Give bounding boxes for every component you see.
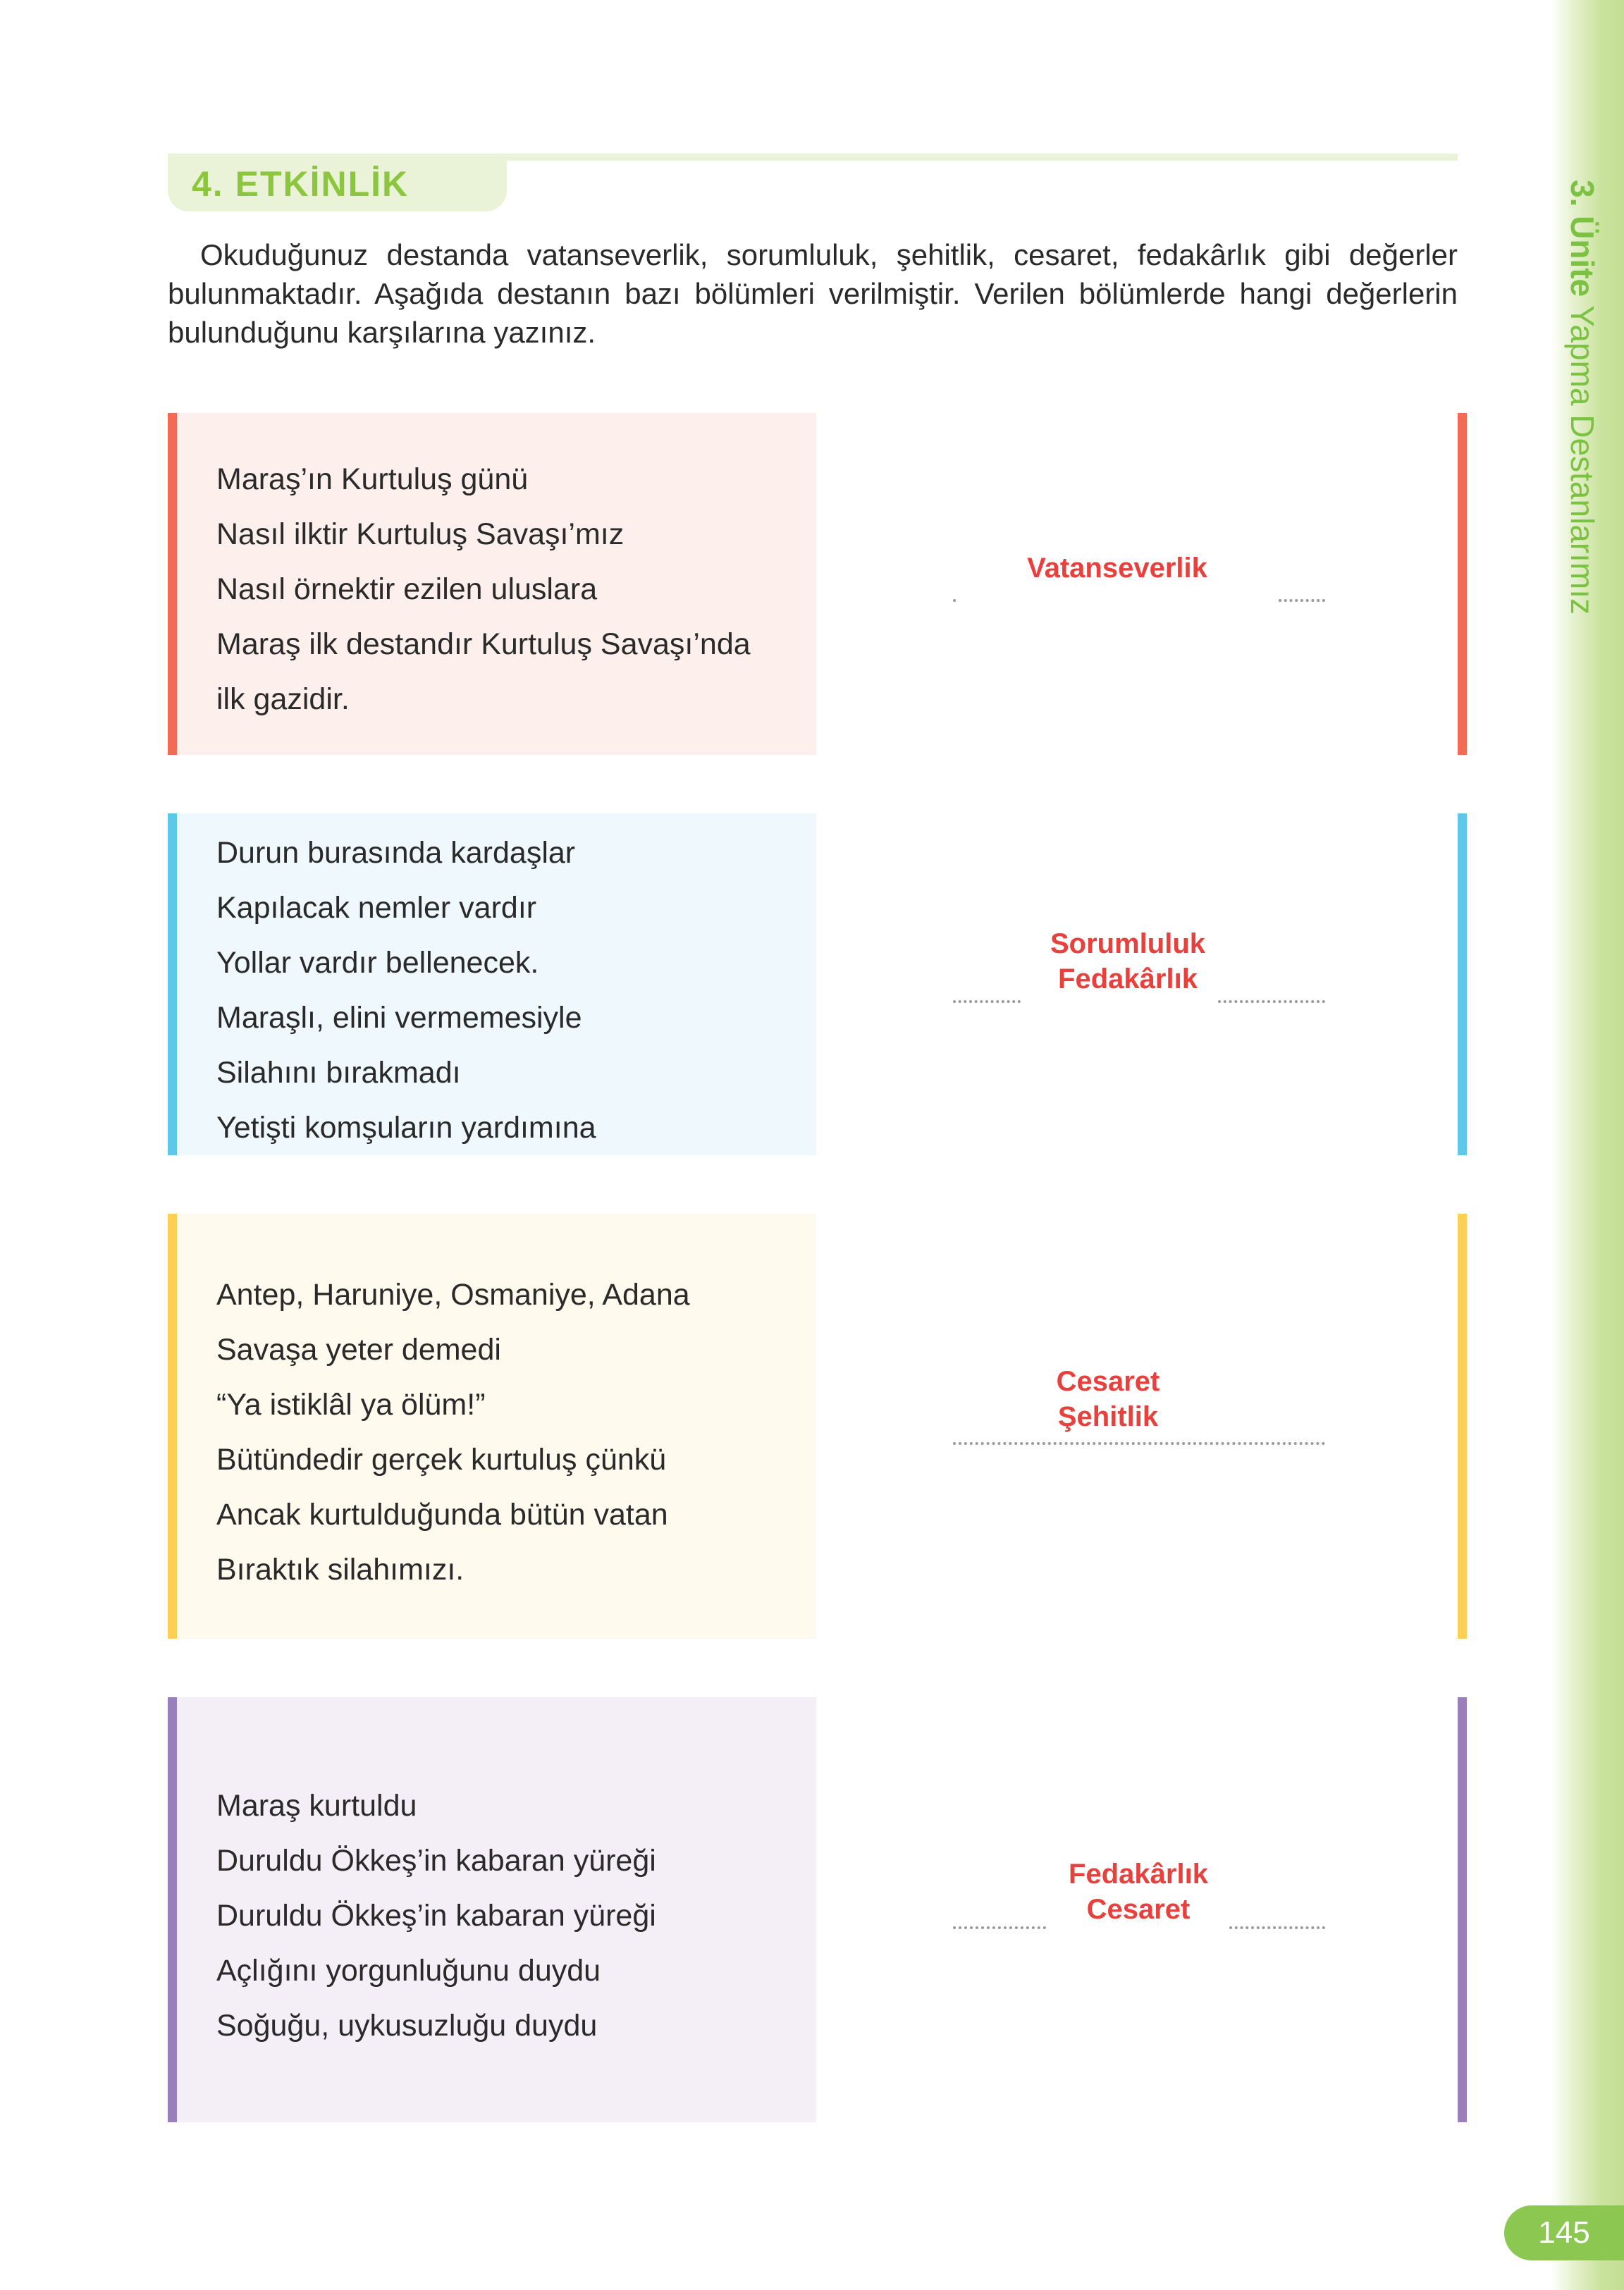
answer-line: [953, 599, 956, 602]
activity-title: 4. ETKİNLİK: [192, 164, 410, 204]
answer-line: [953, 1000, 1021, 1003]
answer-2[interactable]: Sorumluluk Fedakârlık: [937, 926, 1318, 997]
poem-line: Kapılacak nemler vardır: [216, 891, 537, 925]
answer-line: [953, 1442, 1325, 1445]
poem-box-4: [168, 1697, 816, 2122]
unit-name: Yapma Destanlarımız: [1564, 305, 1601, 615]
poem-box-3: [168, 1214, 816, 1639]
poem-line: Maraş kurtuldu: [216, 1789, 417, 1823]
answer-text: Sorumluluk: [1050, 928, 1206, 959]
poem-line: Maraşlı, elini vermemesiyle: [216, 1001, 582, 1035]
answer-text: Cesaret: [1056, 1366, 1160, 1397]
answer-text: Fedakârlık: [1069, 1859, 1208, 1890]
poem-line: “Ya istiklâl ya ölüm!”: [216, 1388, 486, 1422]
poem-line: Durun burasında kardaşlar: [216, 836, 576, 870]
answer-line: [1279, 599, 1325, 602]
poem-box-2: [168, 813, 816, 1155]
instructions: Okuduğunuz destanda vatanseverlik, sorum…: [168, 238, 1458, 349]
poem-line: Maraş’ın Kurtuluş günü: [216, 462, 529, 496]
poem-line: Duruldu Ökkeş’in kabaran yüreği: [216, 1899, 656, 1933]
poem-line: Savaşa yeter demedi: [216, 1333, 501, 1367]
answer-line: [1229, 1926, 1325, 1929]
poem-line: Yetişti komşuların yardımına: [216, 1111, 596, 1145]
poem-line: Bıraktık silahımızı.: [216, 1553, 465, 1587]
answer-text: Şehitlik: [1057, 1401, 1159, 1432]
poem-box-1: [168, 413, 816, 755]
poem-line: ilk gazidir.: [216, 682, 350, 716]
answer-text: Vatanseverlik: [1027, 553, 1207, 584]
unit-title: 3. Ünite Yapma Destanlarımız: [1564, 180, 1601, 615]
poem-2: Durun burasında kardaşlar Kapılacak neml…: [216, 825, 596, 1155]
sidebar-strip: [1551, 0, 1624, 2290]
right-accent-bar: [1458, 1697, 1467, 2122]
page-number: 145: [1504, 2205, 1624, 2260]
unit-number: 3. Ünite: [1564, 180, 1601, 297]
poem-line: Ancak kurtulduğunda bütün vatan: [216, 1498, 668, 1532]
poem-line: Nasıl ilktir Kurtuluş Savaşı’mız: [216, 517, 625, 551]
poem-line: Soğuğu, uykusuzluğu duydu: [216, 2009, 598, 2043]
poem-line: Silahını bırakmadı: [216, 1056, 461, 1090]
answer-3[interactable]: Cesaret Şehitlik: [918, 1364, 1298, 1434]
header-divider: [168, 154, 1458, 161]
poem-4: Maraş kurtuldu Duruldu Ökkeş’in kabaran …: [216, 1778, 656, 2053]
poem-line: Açlığını yorgunluğunu duydu: [216, 1954, 601, 1988]
answer-text: Cesaret: [1086, 1894, 1191, 1925]
poem-line: Nasıl örnektir ezilen uluslara: [216, 572, 598, 606]
right-accent-bar: [1458, 1214, 1467, 1639]
answer-line: [1218, 1000, 1325, 1003]
poem-line: Duruldu Ökkeş’in kabaran yüreği: [216, 1844, 656, 1878]
poem-3: Antep, Haruniye, Osmaniye, Adana Savaşa …: [216, 1267, 690, 1597]
right-accent-bar: [1458, 813, 1467, 1155]
poem-line: Antep, Haruniye, Osmaniye, Adana: [216, 1278, 690, 1312]
activity-tab: 4. ETKİNLİK: [168, 156, 507, 211]
poem-line: Bütündedir gerçek kurtuluş çünkü: [216, 1443, 667, 1477]
answer-1[interactable]: Vatanseverlik: [927, 550, 1308, 586]
poem-1: Maraş’ın Kurtuluş günü Nasıl ilktir Kurt…: [216, 452, 751, 727]
poem-line: Maraş ilk destandır Kurtuluş Savaşı’nda: [216, 627, 751, 661]
answer-4[interactable]: Fedakârlık Cesaret: [948, 1857, 1329, 1927]
right-accent-bar: [1458, 413, 1467, 755]
answer-text: Fedakârlık: [1058, 964, 1198, 995]
answer-line: [953, 1926, 1046, 1929]
poem-line: Yollar vardır bellenecek.: [216, 946, 539, 980]
